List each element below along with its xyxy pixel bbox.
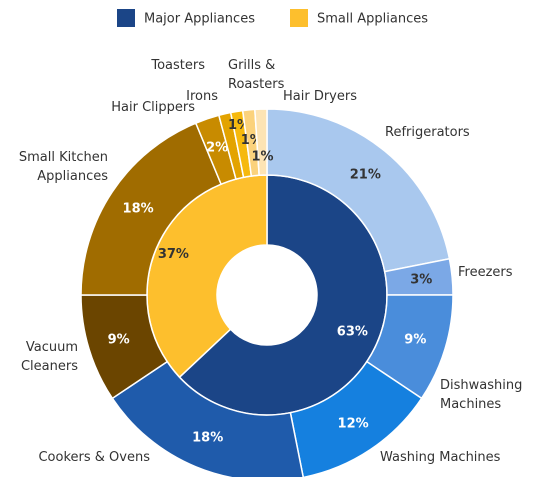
value-label: 18%	[192, 431, 223, 446]
value-label: 9%	[404, 332, 426, 347]
value-label: 37%	[158, 247, 189, 262]
value-label: 3%	[410, 272, 432, 287]
legend-label: Small Appliances	[317, 12, 428, 27]
category-label: Vacuum Cleaners	[21, 340, 78, 374]
outer-slice	[289, 360, 423, 477]
category-label: Washing Machines	[380, 450, 501, 465]
category-label: Hair Clippers	[111, 100, 195, 115]
category-label: Refrigerators	[385, 125, 470, 140]
outer-slice	[254, 108, 268, 177]
category-label: Cookers & Ovens	[38, 450, 150, 465]
value-label: 9%	[108, 332, 130, 347]
legend-swatch	[117, 9, 135, 27]
category-label: Freezers	[458, 265, 513, 280]
legend-swatch	[290, 9, 308, 27]
category-label: Toasters	[150, 58, 205, 73]
value-label: 1%	[251, 150, 273, 165]
value-label: 21%	[350, 168, 381, 183]
value-label: 12%	[338, 416, 369, 431]
legend-label: Major Appliances	[144, 12, 255, 27]
category-label: Small Kitchen Appliances	[19, 150, 108, 184]
value-label: 18%	[123, 201, 154, 216]
category-label: Hair Dryers	[283, 89, 357, 104]
category-label: Grills & Roasters	[228, 58, 285, 92]
value-label: 63%	[337, 324, 368, 339]
value-label: 2%	[206, 141, 228, 156]
category-label: Dishwashing Machines	[440, 378, 522, 412]
category-label: Irons	[186, 89, 218, 104]
